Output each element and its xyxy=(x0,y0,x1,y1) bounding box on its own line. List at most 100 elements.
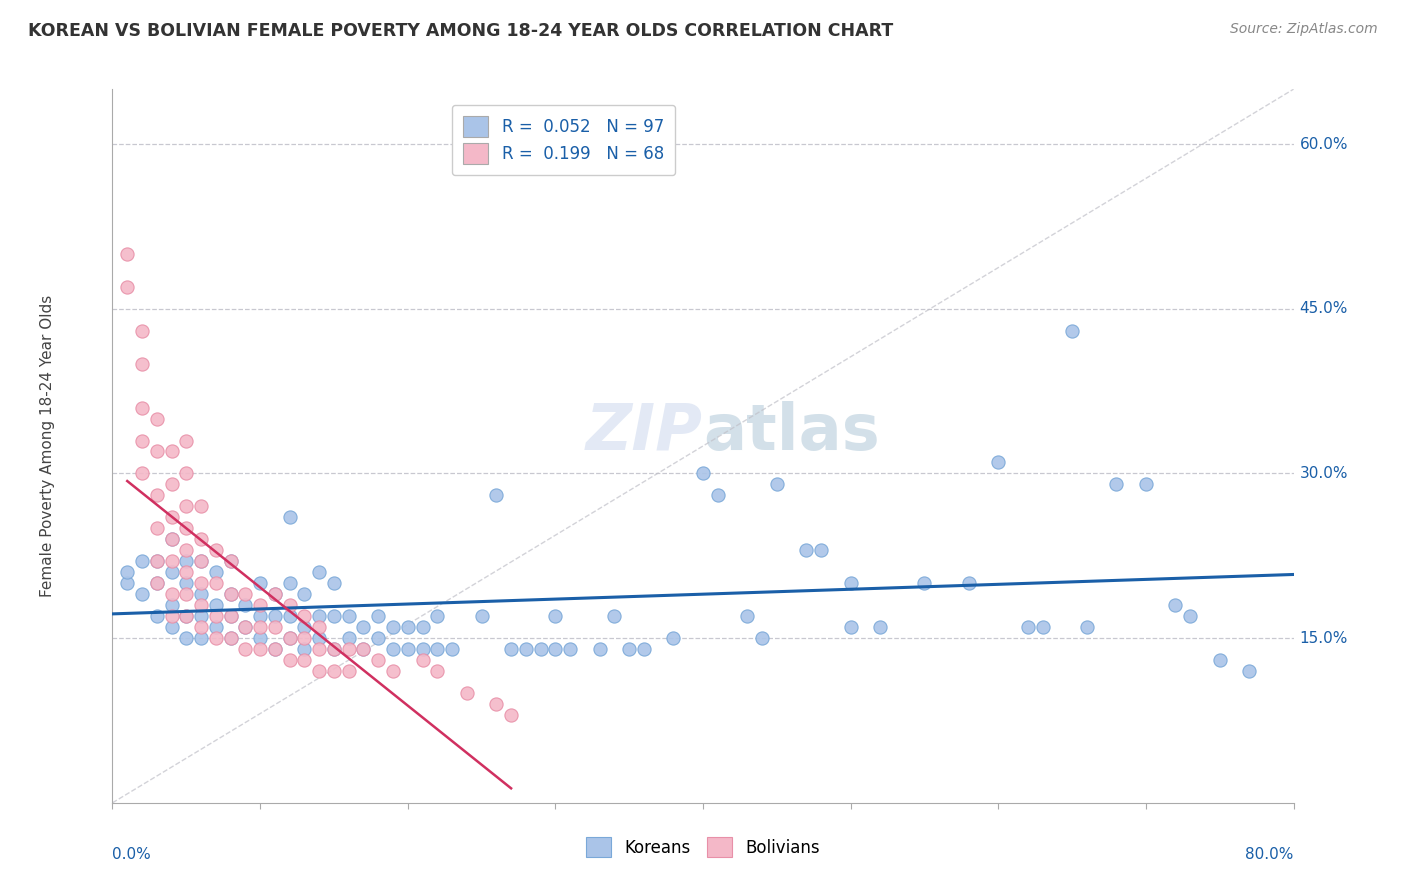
Point xyxy=(337,664,360,678)
Point xyxy=(131,401,153,415)
Point xyxy=(205,631,228,645)
Point xyxy=(131,467,153,481)
Point xyxy=(174,543,197,558)
Text: 30.0%: 30.0% xyxy=(1299,466,1348,481)
Point xyxy=(219,554,242,568)
Point xyxy=(190,576,212,591)
Point xyxy=(1032,620,1054,634)
Point xyxy=(869,620,891,634)
Text: Female Poverty Among 18-24 Year Olds: Female Poverty Among 18-24 Year Olds xyxy=(39,295,55,597)
Point xyxy=(160,554,183,568)
Point xyxy=(352,620,374,634)
Point xyxy=(174,609,197,624)
Point xyxy=(174,609,197,624)
Point xyxy=(323,664,346,678)
Point xyxy=(160,587,183,601)
Point xyxy=(131,324,153,338)
Point xyxy=(146,554,169,568)
Point xyxy=(205,598,228,612)
Point xyxy=(603,609,626,624)
Point xyxy=(249,620,271,634)
Point xyxy=(233,642,256,657)
Point xyxy=(160,609,183,624)
Point xyxy=(426,609,449,624)
Text: 45.0%: 45.0% xyxy=(1299,301,1348,317)
Point xyxy=(249,576,271,591)
Point xyxy=(131,434,153,448)
Point xyxy=(233,598,256,612)
Point xyxy=(501,708,523,723)
Point xyxy=(190,554,212,568)
Point xyxy=(264,642,287,657)
Point xyxy=(515,642,537,657)
Point xyxy=(174,566,197,580)
Point xyxy=(278,576,301,591)
Point xyxy=(292,587,315,601)
Point xyxy=(337,609,360,624)
Point xyxy=(117,576,138,591)
Point xyxy=(396,620,419,634)
Point xyxy=(233,587,256,601)
Point xyxy=(485,488,508,502)
Point xyxy=(382,620,405,634)
Point xyxy=(544,642,567,657)
Point xyxy=(426,642,449,657)
Point xyxy=(219,554,242,568)
Point xyxy=(1135,477,1157,491)
Point xyxy=(131,554,153,568)
Point xyxy=(160,533,183,547)
Point xyxy=(470,609,494,624)
Point xyxy=(278,631,301,645)
Point xyxy=(323,576,346,591)
Point xyxy=(619,642,641,657)
Point xyxy=(131,357,153,371)
Point xyxy=(278,510,301,524)
Point xyxy=(205,576,228,591)
Point xyxy=(441,642,464,657)
Text: 60.0%: 60.0% xyxy=(1299,136,1348,152)
Point xyxy=(146,609,169,624)
Point xyxy=(205,609,228,624)
Point xyxy=(249,631,271,645)
Point xyxy=(323,609,346,624)
Point xyxy=(382,664,405,678)
Point xyxy=(160,598,183,612)
Point xyxy=(352,642,374,657)
Point xyxy=(174,576,197,591)
Point xyxy=(766,477,789,491)
Point xyxy=(205,543,228,558)
Point xyxy=(219,631,242,645)
Point xyxy=(337,642,360,657)
Text: atlas: atlas xyxy=(703,401,880,463)
Point xyxy=(839,576,862,591)
Point xyxy=(292,642,315,657)
Point xyxy=(308,566,330,580)
Point xyxy=(146,488,169,502)
Point xyxy=(411,642,433,657)
Point xyxy=(249,642,271,657)
Point xyxy=(117,247,138,261)
Point xyxy=(382,642,405,657)
Point xyxy=(264,620,287,634)
Point xyxy=(367,609,389,624)
Point xyxy=(1017,620,1039,634)
Point xyxy=(146,576,169,591)
Point xyxy=(233,620,256,634)
Point xyxy=(588,642,610,657)
Point xyxy=(174,434,197,448)
Point xyxy=(146,521,169,535)
Point xyxy=(456,686,478,700)
Point xyxy=(558,642,582,657)
Point xyxy=(411,653,433,667)
Point xyxy=(1076,620,1098,634)
Point xyxy=(205,620,228,634)
Point xyxy=(1178,609,1201,624)
Point xyxy=(174,631,197,645)
Point xyxy=(839,620,862,634)
Point xyxy=(146,554,169,568)
Point xyxy=(308,664,330,678)
Point xyxy=(160,444,183,458)
Point xyxy=(174,587,197,601)
Point xyxy=(529,642,551,657)
Point xyxy=(278,598,301,612)
